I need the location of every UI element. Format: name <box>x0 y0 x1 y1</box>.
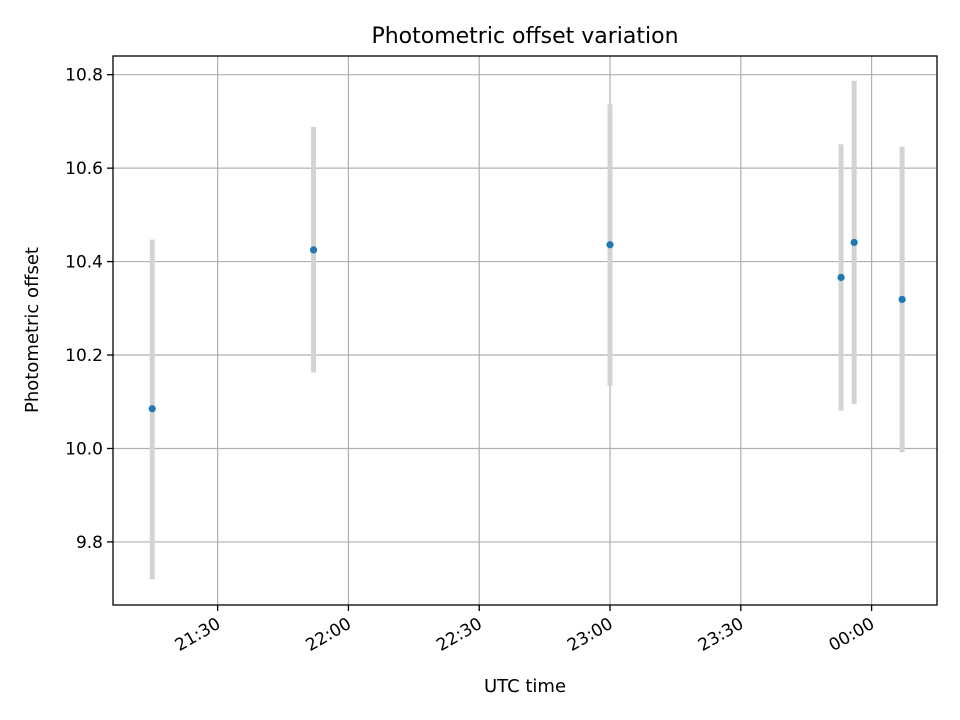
data-point <box>898 295 906 304</box>
y-tick-label: 9.8 <box>76 533 103 553</box>
y-tick-label: 10.4 <box>65 253 103 273</box>
data-point <box>148 405 156 413</box>
data-point <box>837 273 845 282</box>
x-tick-label: 21:30 <box>172 614 224 656</box>
axis-ticks: 21:30 22:00 22:30 23:00 23:30 00:00 9.8 10.0 10.… <box>65 66 878 656</box>
data-point <box>309 246 318 254</box>
y-tick-label: 10.6 <box>65 159 103 179</box>
x-axis-label: UTC time <box>484 676 566 697</box>
grid <box>113 56 937 605</box>
x-tick-label: 23:30 <box>695 614 747 656</box>
y-tick-label: 10.0 <box>65 439 103 459</box>
x-tick-label: 22:30 <box>433 614 485 656</box>
plot-frame <box>112 55 938 606</box>
data-point <box>850 238 858 247</box>
x-tick-label: 00:00 <box>826 614 878 656</box>
x-tick-label: 22:00 <box>302 614 354 656</box>
y-tick-label: 10.2 <box>65 346 103 366</box>
data-points <box>148 238 906 413</box>
chart-title: Photometric offset variation <box>371 24 678 49</box>
y-axis-label: Photometric offset <box>22 247 43 413</box>
data-point <box>606 241 614 249</box>
y-tick-label: 10.8 <box>65 66 103 86</box>
error-bars <box>149 80 905 580</box>
x-tick-label: 23:00 <box>564 614 616 656</box>
